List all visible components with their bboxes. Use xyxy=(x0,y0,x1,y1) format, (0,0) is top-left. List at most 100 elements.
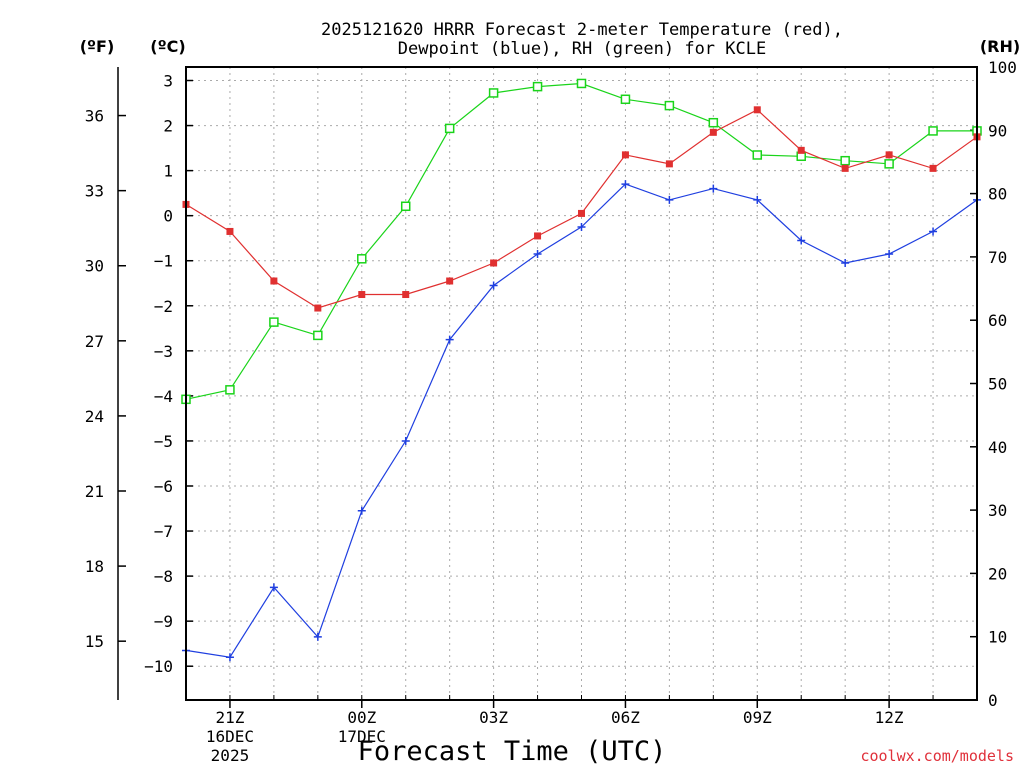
time-tick-date: 17DEC xyxy=(338,727,386,746)
rh-point xyxy=(884,159,894,169)
temperature-point xyxy=(402,291,410,299)
rh-tick-label: 80 xyxy=(988,185,1007,204)
rh-point xyxy=(620,94,631,105)
dewpoint-point xyxy=(929,227,938,236)
celsius-tick-label: 0 xyxy=(163,207,173,226)
fahrenheit-tick-label: 21 xyxy=(85,482,104,501)
temperature-point xyxy=(490,259,498,267)
fahrenheit-tick-label: 27 xyxy=(85,332,104,351)
dewpoint-point xyxy=(445,335,454,344)
rh-tick-label: 40 xyxy=(988,438,1007,457)
fahrenheit-tick-label: 15 xyxy=(85,632,104,651)
dewpoint-point xyxy=(225,653,234,662)
plot-frame xyxy=(185,66,978,701)
fahrenheit-tick-label: 36 xyxy=(85,107,104,126)
dewpoint-point xyxy=(313,632,322,641)
rh-tick-label: 70 xyxy=(988,248,1007,267)
rh-point xyxy=(269,317,279,327)
temperature-point xyxy=(753,106,761,114)
x-axis-label: Forecast Time (UTC) xyxy=(358,736,667,767)
celsius-unit-label: (ºC) xyxy=(150,37,185,56)
time-tick-date: 16DEC xyxy=(206,727,254,746)
celsius-tick-label: −3 xyxy=(154,342,173,361)
celsius-tick-label: 1 xyxy=(163,162,173,181)
rh-tick-label: 20 xyxy=(988,564,1007,583)
rh-point xyxy=(357,254,367,264)
rh-tick-label: 30 xyxy=(988,501,1007,520)
celsius-tick-label: −10 xyxy=(144,657,173,676)
rh-point xyxy=(840,155,850,166)
temperature-point xyxy=(578,209,585,217)
temperature-point xyxy=(534,232,542,240)
rh-point xyxy=(928,126,938,136)
rh-point xyxy=(532,81,543,92)
rh-point xyxy=(708,117,719,128)
celsius-tick-label: −6 xyxy=(154,477,173,496)
rh-point xyxy=(400,201,411,212)
dewpoint-point xyxy=(797,236,806,245)
temperature-point xyxy=(841,164,849,172)
time-tick-year: 2025 xyxy=(211,746,250,765)
rh-tick-label: 10 xyxy=(988,628,1007,647)
temperature-point xyxy=(665,160,673,168)
time-tick-label: 06Z xyxy=(611,708,640,727)
rh-point xyxy=(225,385,235,395)
temperature-point xyxy=(314,304,322,312)
rh-point xyxy=(752,150,763,160)
rh-point xyxy=(664,100,675,111)
chart-title-line2: Dewpoint (blue), RH (green) for KCLE xyxy=(398,39,766,59)
rh-tick-label: 100 xyxy=(988,58,1017,77)
dewpoint-point xyxy=(753,195,762,204)
dewpoint-point xyxy=(401,436,410,445)
rh-tick-label: 60 xyxy=(988,311,1007,330)
celsius-tick-label: −8 xyxy=(154,567,173,586)
chart-title-line1: 2025121620 HRRR Forecast 2-meter Tempera… xyxy=(321,20,843,40)
dewpoint-point xyxy=(577,222,586,231)
rh-unit-label: (RH) xyxy=(980,37,1020,56)
dewpoint-point xyxy=(709,184,718,193)
temperature-point xyxy=(929,164,937,172)
series-layer xyxy=(181,78,982,662)
celsius-tick-label: −7 xyxy=(154,522,173,541)
celsius-axis: 3 2 1 0 −1 −2 −3 −4 −5 −6 −7 −8 −9 −10 xyxy=(144,72,193,676)
dewpoint-point xyxy=(841,258,850,267)
fahrenheit-tick-label: 24 xyxy=(85,407,104,426)
dewpoint-point xyxy=(621,180,630,189)
celsius-tick-label: −5 xyxy=(154,432,173,451)
time-tick-label: 00Z xyxy=(347,708,376,727)
time-tick-label: 21Z xyxy=(215,708,244,727)
celsius-tick-label: 2 xyxy=(163,117,173,136)
rh-tick-label: 50 xyxy=(988,375,1007,394)
rh-point xyxy=(576,78,587,89)
temperature-point xyxy=(709,128,717,136)
celsius-tick-label: −1 xyxy=(154,252,173,271)
dewpoint-point xyxy=(885,249,894,258)
credit-text: coolwx.com/models xyxy=(860,747,1014,765)
dewpoint-point xyxy=(665,195,674,204)
time-tick-label: 12Z xyxy=(875,708,904,727)
dewpoint-point xyxy=(269,583,278,592)
temperature-point xyxy=(797,146,805,154)
fahrenheit-tick-label: 18 xyxy=(85,557,104,576)
time-tick-label: 09Z xyxy=(743,708,772,727)
celsius-tick-label: 3 xyxy=(163,72,173,91)
rh-tick-label: 90 xyxy=(988,121,1007,140)
temperature-point xyxy=(621,151,629,159)
dewpoint-line xyxy=(185,183,978,658)
rh-point xyxy=(488,88,499,98)
fahrenheit-tick-label: 33 xyxy=(85,182,104,201)
fahrenheit-tick-label: 30 xyxy=(85,257,104,276)
temperature-point xyxy=(270,277,278,285)
rh-point xyxy=(444,123,455,134)
celsius-tick-label: −9 xyxy=(154,612,173,631)
rh-tick-label: 0 xyxy=(988,691,998,710)
temperature-point xyxy=(885,151,893,159)
fahrenheit-axis: 36 33 30 27 24 21 18 15 xyxy=(85,107,126,651)
temperature-point xyxy=(226,227,234,235)
fahrenheit-unit-label: (ºF) xyxy=(80,37,115,56)
celsius-tick-label: −2 xyxy=(154,297,173,316)
dewpoint-point xyxy=(357,506,366,515)
